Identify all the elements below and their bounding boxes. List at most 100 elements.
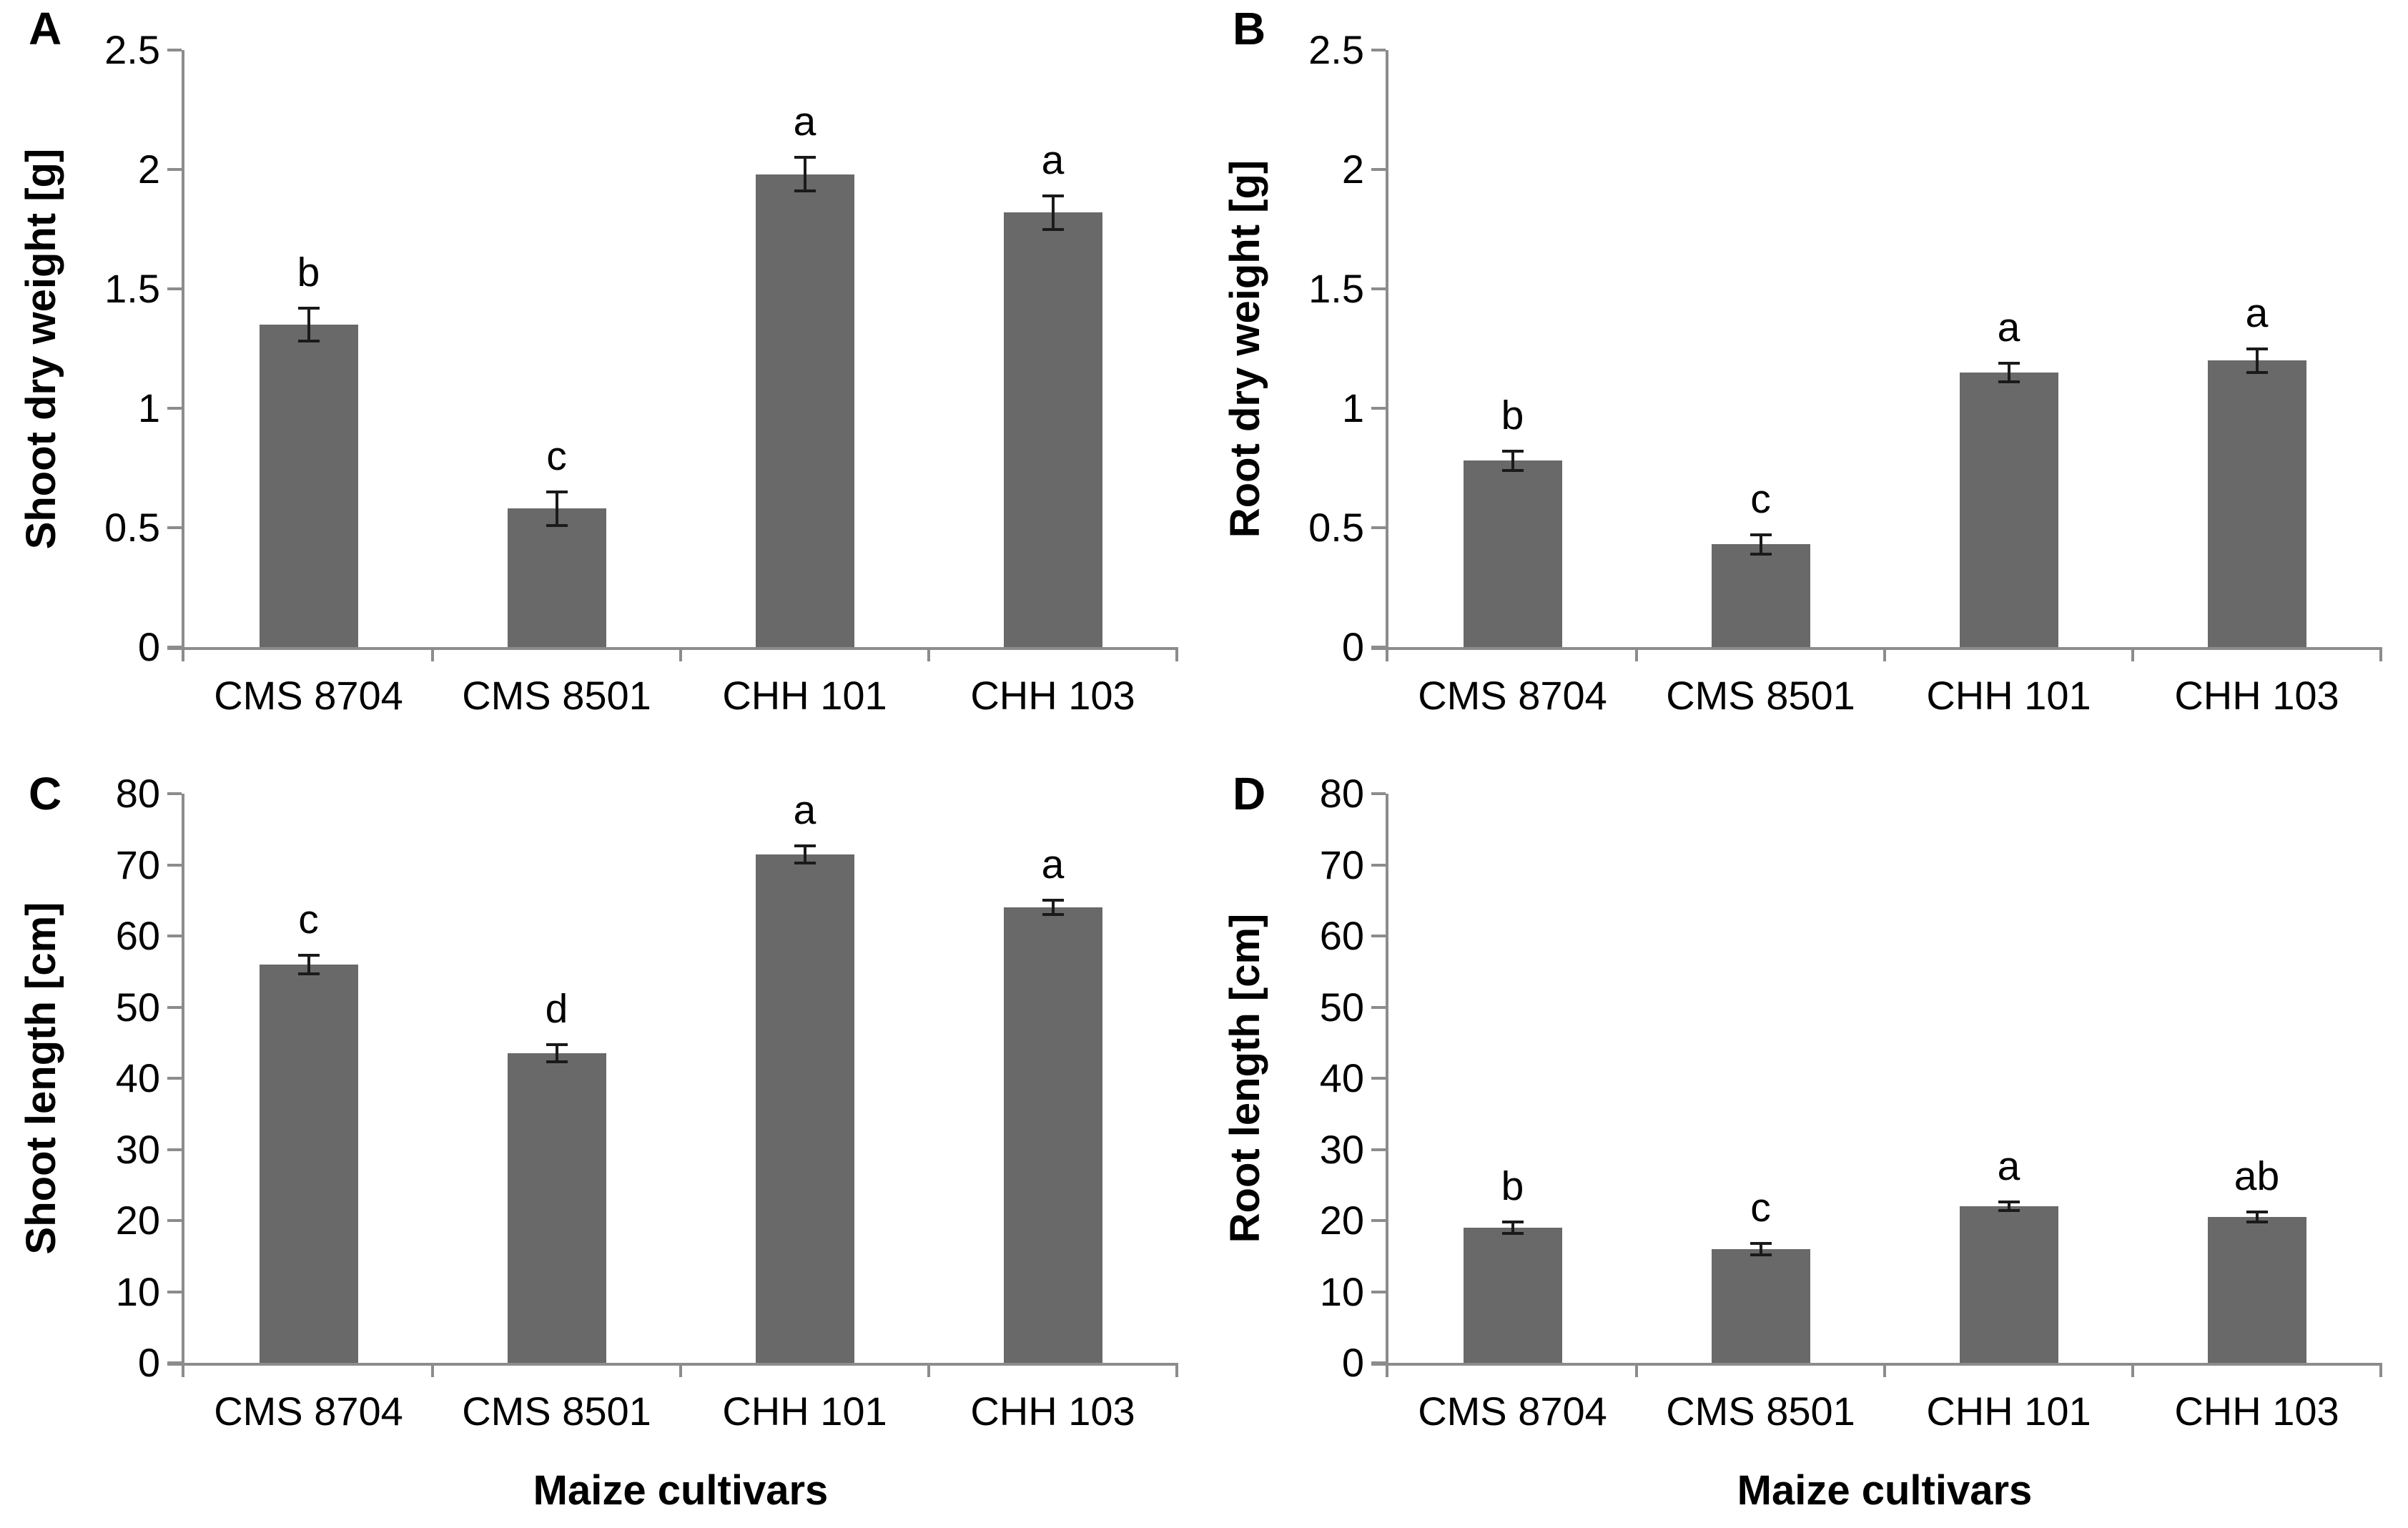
y-tick-label: 10 <box>115 1268 160 1314</box>
x-tick-mark <box>431 1363 434 1377</box>
x-axis-line <box>167 1363 1177 1366</box>
bar <box>1959 1206 2058 1363</box>
x-tick-mark <box>2131 1363 2134 1377</box>
error-bar-cap-bottom <box>2246 370 2268 374</box>
x-category-label: CHH 101 <box>1926 1389 2091 1434</box>
x-tick-mark <box>1635 647 1638 661</box>
panel-d: D Root length [cm] 0 10 20 30 40 50 60 70 80 b CMS… <box>1204 765 2408 1528</box>
bar <box>755 174 854 647</box>
significance-letter: a <box>793 787 816 833</box>
y-tick-mark <box>167 526 182 529</box>
plot-area-d: 0 10 20 30 40 50 60 70 80 b CMS 8704 c CMS 8501 a CHH … <box>1204 765 2408 1528</box>
bar <box>1959 372 2058 647</box>
y-tick-mark <box>167 1219 182 1222</box>
significance-letter: c <box>546 433 567 479</box>
x-category-label: CHH 103 <box>970 673 1135 718</box>
plot-area-c: 0 10 20 30 40 50 60 70 80 c CMS 8704 d CMS 8501 a CHH … <box>0 765 1204 1528</box>
error-bar-cap-top <box>1042 899 1064 902</box>
error-bar-cap-bottom <box>1042 227 1064 231</box>
error-bar-stem <box>2255 1212 2259 1222</box>
error-bar-cap-bottom <box>794 189 816 193</box>
y-tick-label: 70 <box>1319 842 1364 887</box>
y-tick-mark <box>1371 1148 1386 1151</box>
error-bar-stem <box>803 157 806 192</box>
x-category-label: CHH 103 <box>2174 1389 2339 1434</box>
y-tick-mark <box>1371 1005 1386 1009</box>
y-tick-label: 2 <box>137 147 160 192</box>
panel-b: B Root dry weight [g] 0 0.5 1 1.5 2 2.5 b CMS 8… <box>1204 0 2408 764</box>
x-tick-mark <box>927 647 930 661</box>
y-tick-label: 70 <box>115 842 160 887</box>
y-tick-mark <box>167 287 182 290</box>
error-bar-cap-top <box>794 156 816 159</box>
x-tick-mark <box>1175 647 1178 661</box>
x-category-label: CMS 8501 <box>1666 1389 1855 1434</box>
x-category-label: CMS 8704 <box>1418 673 1607 718</box>
x-tick-mark <box>2379 647 2382 661</box>
bar <box>755 854 854 1363</box>
panel-letter-a: A <box>29 3 62 54</box>
y-tick-mark <box>167 1290 182 1293</box>
x-category-label: CHH 101 <box>722 1389 887 1434</box>
error-bar-cap-top <box>1998 361 2020 365</box>
y-tick-mark <box>1371 407 1386 410</box>
significance-letter: b <box>1501 393 1524 439</box>
error-bar-cap-top <box>546 1043 568 1047</box>
x-axis-title-c: Maize cultivars <box>533 1467 829 1514</box>
significance-letter: ab <box>2234 1153 2280 1200</box>
error-bar-stem <box>2007 1202 2010 1211</box>
y-tick-label: 1.5 <box>104 266 160 311</box>
error-bar-cap-top <box>1750 1241 1772 1245</box>
significance-letter: a <box>1997 1143 2020 1190</box>
bar <box>259 964 358 1363</box>
x-axis-line <box>167 647 1177 650</box>
y-tick-mark <box>1371 1290 1386 1293</box>
bar <box>2207 360 2306 647</box>
y-tick-label: 0 <box>137 1340 160 1385</box>
y-tick-label: 0.5 <box>1308 505 1364 550</box>
error-bar-cap-top <box>1501 1220 1524 1223</box>
y-tick-mark <box>1371 646 1386 649</box>
bar <box>1003 907 1102 1363</box>
x-axis-title-d: Maize cultivars <box>1737 1467 2033 1514</box>
significance-letter: c <box>1750 476 1771 523</box>
y-tick-mark <box>1371 526 1386 529</box>
x-category-label: CHH 103 <box>970 1389 1135 1434</box>
x-tick-mark <box>1175 1363 1178 1377</box>
y-tick-label: 20 <box>1319 1198 1364 1243</box>
y-tick-label: 40 <box>1319 1055 1364 1100</box>
error-bar-cap-bottom <box>546 523 568 527</box>
error-bar-stem <box>1051 195 1055 230</box>
significance-letter: a <box>2245 290 2269 336</box>
plot-area-a: 0 0.5 1 1.5 2 2.5 b CMS 8704 c CMS 8501 a CHH 101 a C… <box>0 0 1204 764</box>
bar <box>1463 460 1562 647</box>
y-tick-label: 80 <box>115 771 160 816</box>
x-category-label: CMS 8704 <box>1418 1389 1607 1434</box>
y-tick-mark <box>167 407 182 410</box>
error-bar-cap-bottom <box>1042 913 1064 917</box>
error-bar-stem <box>803 845 806 863</box>
error-bar-cap-bottom <box>2246 1220 2268 1223</box>
error-bar-cap-bottom <box>794 861 816 864</box>
y-tick-mark <box>167 49 182 51</box>
panel-a: A Shoot dry weight [g] 0 0.5 1 1.5 2 2.5 b CMS … <box>0 0 1204 764</box>
x-category-label: CMS 8501 <box>462 1389 651 1434</box>
x-tick-mark <box>927 1363 930 1377</box>
significance-letter: a <box>1997 304 2020 350</box>
y-tick-label: 0 <box>137 624 160 669</box>
y-tick-label: 1 <box>137 385 160 430</box>
bar <box>1463 1227 1562 1363</box>
y-tick-mark <box>1371 49 1386 51</box>
bar <box>1003 212 1102 647</box>
x-tick-mark <box>679 647 682 661</box>
bar <box>259 325 358 647</box>
y-tick-label: 50 <box>1319 984 1364 1030</box>
y-tick-label: 60 <box>1319 913 1364 958</box>
x-tick-mark <box>2131 647 2134 661</box>
y-tick-mark <box>1371 287 1386 290</box>
bar <box>507 1053 606 1363</box>
y-tick-label: 30 <box>115 1126 160 1172</box>
y-tick-label: 2 <box>1341 147 1364 192</box>
error-bar-stem <box>2255 348 2259 373</box>
error-bar-cap-top <box>1042 194 1064 197</box>
